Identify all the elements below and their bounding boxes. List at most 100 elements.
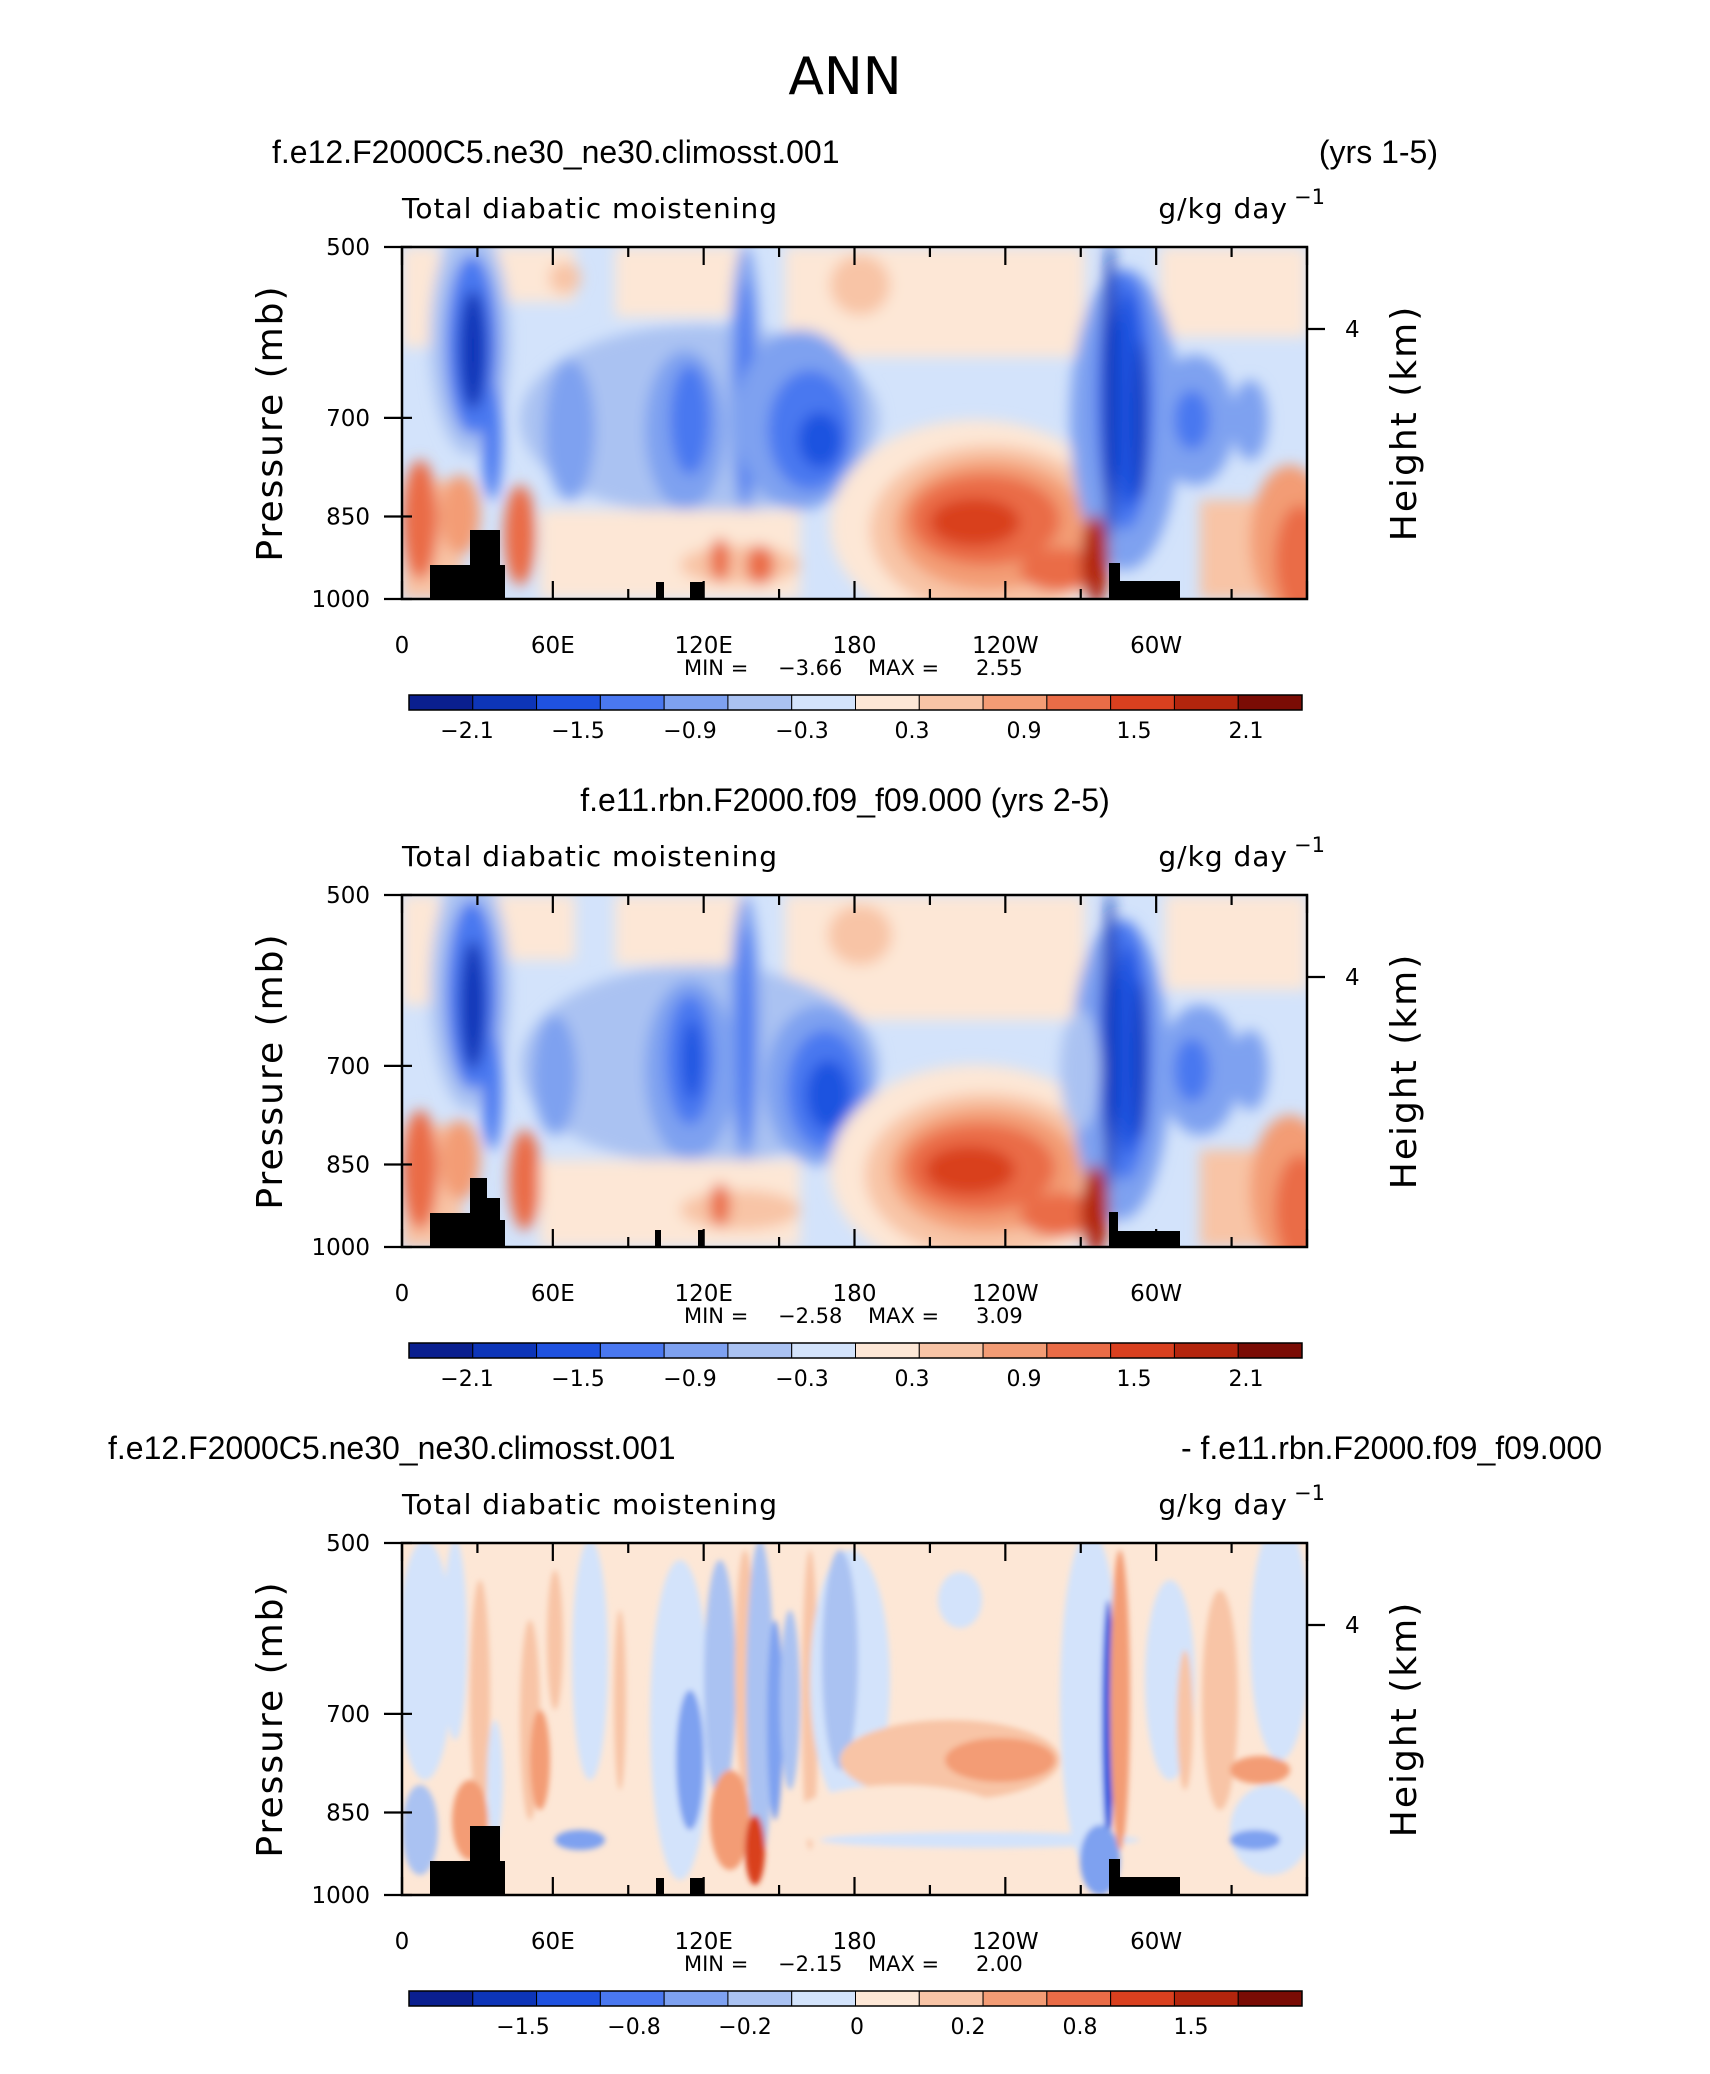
colorbar-swatch [855,1990,920,2007]
colorbar-label: 0.3 [895,719,930,744]
y-axis-label-right: Height (km) [1384,1601,1425,1837]
colorbar-swatch [727,1342,793,1359]
panel-1-topography-islands2 [690,582,704,599]
panel-3-units: g/kg day [1158,1488,1288,1521]
panel-1-units-exponent: −1 [1294,185,1325,209]
x-tick-label: 60W [1130,1929,1182,1955]
x-tick-label: 0 [395,1929,410,1955]
colorbar-swatch [472,694,538,711]
colorbar-swatch [982,1342,1048,1359]
panel-2-topography-islands [655,1230,661,1247]
colorbar-swatch [982,694,1048,711]
panel-1-topography-africa [430,530,505,599]
max-label: MAX = [868,656,939,680]
colorbar-swatch [727,694,793,711]
panel-3-topography-islands2 [690,1878,704,1895]
colorbar-swatch [1046,1342,1112,1359]
colorbar-swatch [472,1990,538,2007]
panel-3-case-subtracted: - f.e11.rbn.F2000.f09_f09.000 [1181,1430,1602,1466]
y-axis-label-right: Height (km) [1384,953,1425,1189]
colorbar-swatch [918,694,984,711]
panel-3-topography-islands [656,1878,664,1895]
panel-1-topography-andes [1109,563,1180,599]
y-axis-label: Pressure (mb) [250,932,291,1209]
panel-3-units-exponent: −1 [1294,1481,1325,1505]
colorbar-frame [408,1342,1303,1359]
colorbar-swatch [918,1342,984,1359]
x-tick-label: 120W [972,633,1039,659]
y-tick-label: 700 [326,1054,370,1080]
x-tick-label: 60E [531,1281,575,1307]
max-value: 3.09 [976,1304,1023,1328]
panel-1-units: g/kg day [1158,192,1288,225]
colorbar-label: 2.1 [1229,719,1264,744]
y-tick-label: 500 [326,883,370,909]
min-value: −3.66 [778,656,842,680]
colorbar-swatch [663,694,729,711]
panel-2-topography-andes [1109,1212,1180,1247]
figure-title: ANN [788,47,901,107]
colorbar-swatch [599,1342,665,1359]
y-right-tick-label: 4 [1345,965,1360,991]
x-tick-label: 180 [833,1281,877,1307]
colorbar-swatch [1046,1990,1112,2007]
colorbar-swatch [918,1990,984,2007]
panel-2: f.e11.rbn.F2000.f09_f09.000 (yrs 2-5) To… [250,782,1425,1392]
x-tick-label: 120W [972,1281,1039,1307]
panel-1-years: (yrs 1-5) [1319,134,1438,170]
colorbar-swatch [1237,1990,1303,2007]
panel-2-topography-islands2 [698,1230,704,1247]
panel-3: f.e12.F2000C5.ne30_ne30.climosst.001 - f… [108,1430,1602,2040]
colorbar-label: 1.5 [1117,719,1152,744]
min-label: MIN = [684,1304,748,1328]
x-tick-label: 0 [395,633,410,659]
colorbar-swatch [982,1990,1048,2007]
panel-1-contour-field [402,247,1307,599]
y-right-tick-label: 4 [1345,317,1360,343]
panel-2-case-name: f.e11.rbn.F2000.f09_f09.000 (yrs 2-5) [580,782,1110,818]
colorbar-label: −0.2 [718,2015,771,2040]
y-axis-label: Pressure (mb) [250,1580,291,1857]
y-tick-label: 1000 [311,1235,370,1261]
panel-2-units-exponent: −1 [1294,833,1325,857]
colorbar-label: 0.9 [1007,1367,1042,1392]
min-value: −2.58 [778,1304,842,1328]
colorbar-swatch [408,1990,474,2007]
panel-2-variable-name: Total diabatic moistening [401,840,778,873]
colorbar-label: −1.5 [551,1367,604,1392]
colorbar-swatch [727,1990,793,2007]
colorbar-swatch [663,1342,729,1359]
colorbar-label: −2.1 [440,719,493,744]
colorbar-label: 0.2 [951,2015,986,2040]
colorbar-swatch [791,694,857,711]
x-tick-label: 120E [674,1929,732,1955]
min-label: MIN = [684,656,748,680]
y-tick-label: 700 [326,1702,370,1728]
panel-3-variable-name: Total diabatic moistening [401,1488,778,1521]
y-tick-label: 1000 [311,587,370,613]
y-tick-label: 500 [326,235,370,261]
colorbar-frame [408,1990,1303,2007]
colorbar-swatch [1237,694,1303,711]
max-value: 2.00 [976,1952,1023,1976]
panel-3-topography-africa [430,1826,505,1895]
panel-1-topography-islands [656,582,664,599]
colorbar-swatch [536,1990,601,2007]
colorbar-swatch [536,694,601,711]
colorbar-label: 0.9 [1007,719,1042,744]
x-tick-label: 180 [833,1929,877,1955]
y-axis-label: Pressure (mb) [250,284,291,561]
y-right-tick-label: 4 [1345,1613,1360,1639]
colorbar-label: 2.1 [1229,1367,1264,1392]
x-tick-label: 60E [531,1929,575,1955]
colorbar-label: −0.3 [775,719,828,744]
y-tick-label: 850 [326,504,370,530]
panel-3-case-name: f.e12.F2000C5.ne30_ne30.climosst.001 [108,1430,676,1466]
y-tick-label: 700 [326,406,370,432]
colorbar-label: −2.1 [440,1367,493,1392]
colorbar-label: −0.3 [775,1367,828,1392]
y-axis-label-right: Height (km) [1384,305,1425,541]
y-tick-label: 500 [326,1531,370,1557]
colorbar-swatch [1173,1990,1239,2007]
